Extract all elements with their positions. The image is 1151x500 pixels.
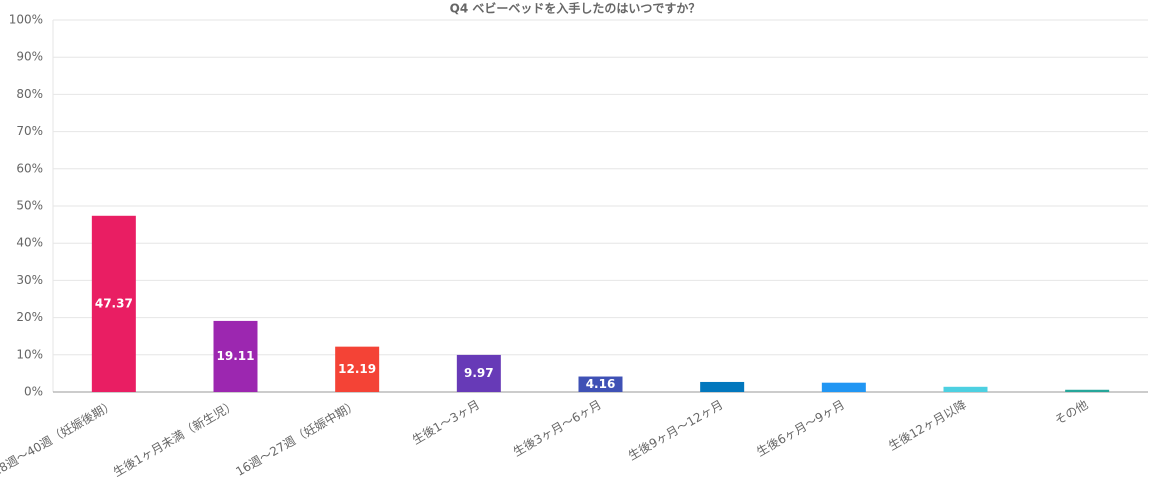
bar (578, 376, 623, 392)
data-label: 19.11 (217, 349, 255, 363)
bar (700, 381, 745, 392)
x-tick-label: 生後9ヶ月〜12ヶ月 (626, 398, 726, 464)
bar (456, 354, 501, 392)
x-tick-label: 28週〜40週（妊娠後期） (0, 398, 117, 479)
y-tick-label: 80% (16, 87, 43, 101)
y-tick-label: 0% (24, 385, 43, 399)
y-tick-label: 30% (16, 273, 43, 287)
x-tick-label: 16週〜27週（妊娠中期） (233, 397, 360, 479)
bar (1065, 389, 1110, 392)
bar (213, 320, 258, 392)
x-tick-label: 生後12ヶ月以降 (886, 398, 969, 454)
x-tick-label: 生後1ヶ月未満（新生児） (110, 397, 238, 480)
data-label: 4.16 (586, 377, 616, 391)
y-tick-label: 100% (9, 13, 43, 27)
y-tick-label: 70% (16, 124, 43, 138)
y-tick-label: 60% (16, 161, 43, 175)
y-tick-label: 50% (16, 199, 43, 213)
chart-title: Q4 ベビーベッドを入手したのはいつですか？ (450, 1, 701, 16)
x-tick-label: 生後6ヶ月〜9ヶ月 (754, 398, 847, 460)
bar (91, 215, 136, 392)
data-label: 9.97 (464, 366, 494, 380)
x-tick-label: 生後3ヶ月〜6ヶ月 (511, 398, 604, 460)
bar (335, 346, 380, 392)
x-tick-label: その他 (1052, 398, 1090, 428)
x-tick-label: 生後1〜3ヶ月 (410, 398, 482, 448)
y-tick-label: 20% (16, 310, 43, 324)
bar (821, 382, 866, 392)
data-label: 47.37 (95, 296, 133, 310)
bar (943, 386, 988, 392)
y-tick-label: 10% (16, 347, 43, 361)
data-label: 12.19 (338, 362, 376, 376)
y-tick-label: 40% (16, 236, 43, 250)
y-tick-label: 90% (16, 50, 43, 64)
